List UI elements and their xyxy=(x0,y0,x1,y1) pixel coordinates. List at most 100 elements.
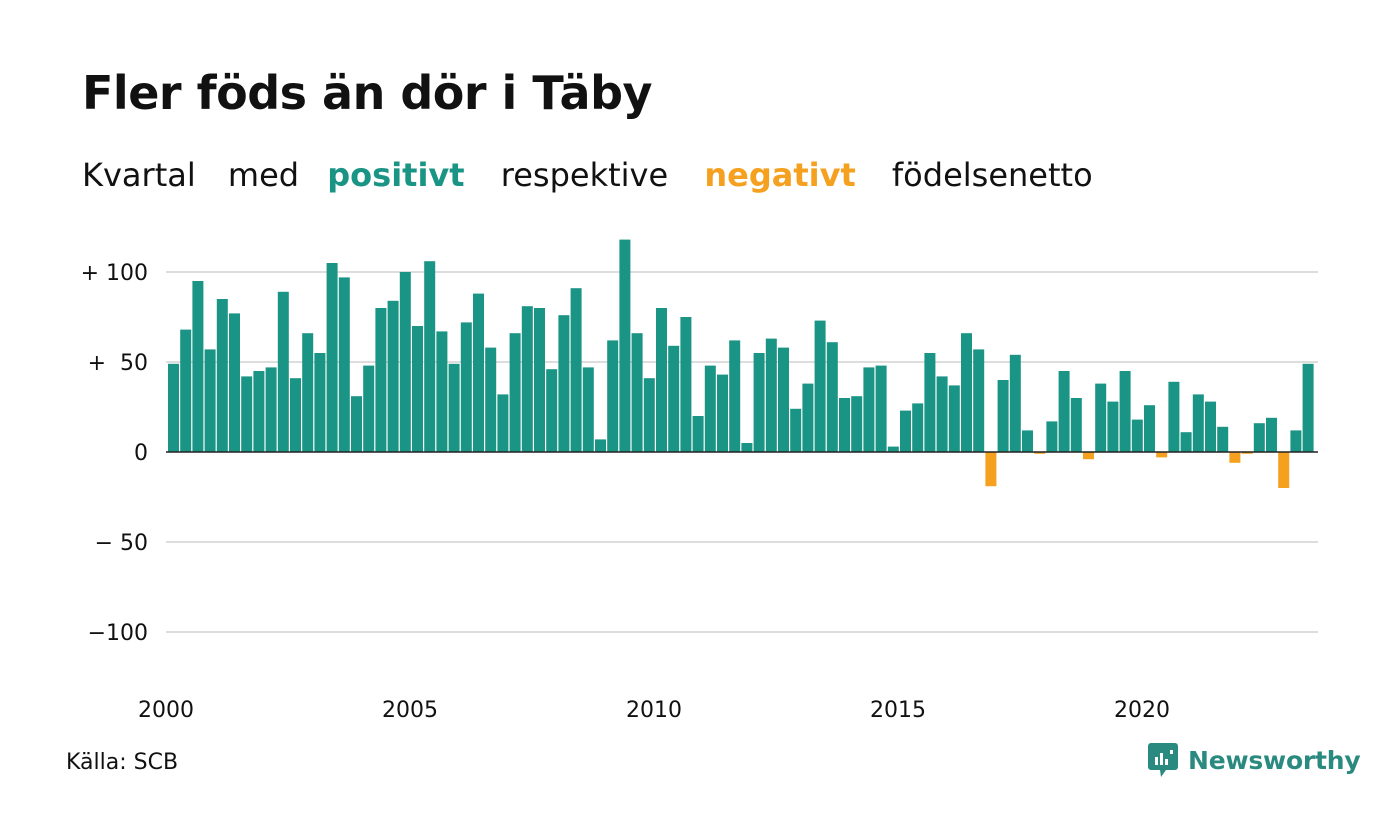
bar xyxy=(192,281,204,452)
chart-title: Fler föds än dör i Täby xyxy=(82,66,653,120)
bar xyxy=(265,367,277,452)
bar xyxy=(961,333,972,452)
bar xyxy=(936,376,948,452)
bar xyxy=(546,369,558,452)
bar xyxy=(1241,452,1253,454)
bar xyxy=(168,363,179,452)
brand-name: Newsworthy xyxy=(1188,745,1361,775)
bar xyxy=(643,378,655,452)
bar xyxy=(753,353,765,452)
bar xyxy=(302,333,314,452)
bar xyxy=(216,299,228,452)
bar xyxy=(509,333,521,452)
bar xyxy=(912,403,924,452)
bar xyxy=(375,308,387,452)
y-tick-label: − 50 xyxy=(95,531,148,556)
bar xyxy=(1022,430,1033,452)
source-note: Källa: SCB xyxy=(66,750,179,775)
bar xyxy=(448,363,460,452)
brand-logo[interactable]: Newsworthy xyxy=(1148,743,1361,777)
bar xyxy=(1095,383,1107,452)
bar xyxy=(1217,426,1229,452)
bar xyxy=(1253,423,1265,452)
bar xyxy=(973,349,985,452)
bar xyxy=(412,326,423,452)
bar xyxy=(229,313,240,452)
bar xyxy=(351,396,362,452)
bar xyxy=(1119,371,1131,452)
bar xyxy=(1180,432,1192,452)
bar xyxy=(729,340,741,452)
x-tick-label: 2010 xyxy=(626,698,682,723)
bar xyxy=(363,365,375,452)
bar xyxy=(497,394,509,452)
bar xyxy=(985,452,997,487)
bar xyxy=(180,329,192,452)
bar xyxy=(1144,405,1155,452)
bar xyxy=(485,347,497,452)
bar xyxy=(619,239,631,452)
x-tick-label: 2005 xyxy=(382,698,438,723)
bar xyxy=(717,374,728,452)
bar xyxy=(290,378,301,452)
bar xyxy=(1156,452,1168,458)
bar xyxy=(680,317,692,452)
bar xyxy=(253,371,265,452)
bar xyxy=(607,340,619,452)
bar xyxy=(814,320,826,452)
subtitle-negative-label: negativt xyxy=(704,156,856,194)
bar xyxy=(1266,417,1277,452)
bar xyxy=(338,277,350,452)
bar xyxy=(387,300,399,452)
subtitle-positive-label: positivt xyxy=(327,156,465,194)
bar xyxy=(1083,452,1094,460)
bar xyxy=(570,288,582,452)
bar xyxy=(1302,363,1314,452)
newsworthy-logo-icon xyxy=(1148,743,1178,777)
y-tick-label: + 50 xyxy=(88,351,148,376)
bar xyxy=(924,353,936,452)
bar xyxy=(851,396,863,452)
bar xyxy=(900,410,911,452)
bar xyxy=(595,439,606,452)
bar xyxy=(424,261,436,452)
bar xyxy=(778,347,789,452)
bar xyxy=(314,353,326,452)
bar xyxy=(460,322,472,452)
subtitle-text-fodelsenetto: födelsenetto xyxy=(891,156,1093,194)
bar xyxy=(1192,394,1204,452)
chart-subtitle: Kvartal med positivt respektive negativt… xyxy=(82,156,1093,194)
bar xyxy=(326,263,338,452)
subtitle-text-kvartal: Kvartal xyxy=(82,156,196,194)
bar xyxy=(765,338,777,452)
subtitle-text-respektive: respektive xyxy=(500,156,669,194)
bar xyxy=(1046,421,1058,452)
bar xyxy=(558,315,570,452)
bar xyxy=(839,398,850,452)
bar xyxy=(534,308,545,452)
bar xyxy=(399,272,411,452)
bar xyxy=(1009,354,1021,452)
bar xyxy=(204,349,216,452)
bar xyxy=(1290,430,1302,452)
y-tick-label: −100 xyxy=(88,621,148,646)
bar xyxy=(790,408,802,452)
bar xyxy=(1205,401,1216,452)
bar xyxy=(656,308,667,452)
bar xyxy=(997,380,1009,452)
bar xyxy=(1278,452,1290,488)
bar xyxy=(802,383,814,452)
subtitle-text-med: med xyxy=(227,156,300,194)
bar xyxy=(1168,381,1180,452)
bar xyxy=(277,291,289,452)
bar xyxy=(473,293,484,452)
y-tick-label: + 100 xyxy=(81,261,148,286)
bar xyxy=(631,333,643,452)
bar xyxy=(887,446,899,452)
bar xyxy=(1107,401,1119,452)
bar xyxy=(1229,452,1241,463)
bar xyxy=(741,443,753,452)
y-tick-label: 0 xyxy=(134,441,148,466)
bar xyxy=(692,416,704,452)
